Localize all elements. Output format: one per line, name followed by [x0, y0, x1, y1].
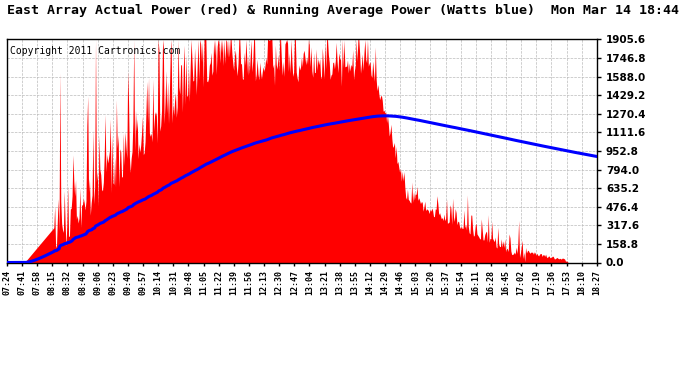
Text: East Array Actual Power (red) & Running Average Power (Watts blue)  Mon Mar 14 1: East Array Actual Power (red) & Running …: [7, 4, 679, 17]
Text: Copyright 2011 Cartronics.com: Copyright 2011 Cartronics.com: [10, 46, 180, 56]
